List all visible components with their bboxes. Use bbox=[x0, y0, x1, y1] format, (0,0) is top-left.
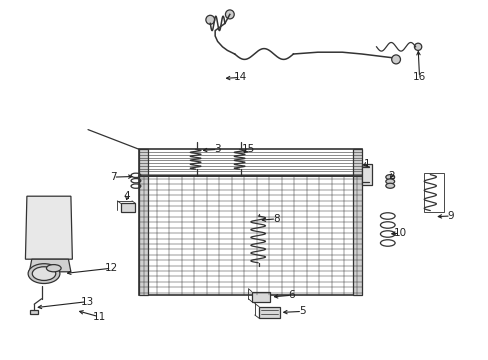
Bar bbox=[139, 176, 361, 295]
Text: 7: 7 bbox=[110, 172, 117, 182]
Bar bbox=[424, 173, 443, 212]
Bar bbox=[30, 310, 38, 314]
Text: 5: 5 bbox=[298, 306, 305, 316]
Text: 11: 11 bbox=[92, 312, 106, 322]
Text: 15: 15 bbox=[241, 144, 255, 154]
Bar bbox=[352, 176, 361, 295]
Ellipse shape bbox=[385, 183, 394, 188]
Text: 14: 14 bbox=[233, 72, 247, 82]
Text: 6: 6 bbox=[288, 290, 295, 300]
Text: 3: 3 bbox=[214, 144, 221, 154]
Text: 12: 12 bbox=[104, 263, 118, 273]
Ellipse shape bbox=[385, 179, 394, 184]
Text: 1: 1 bbox=[363, 159, 369, 169]
Ellipse shape bbox=[225, 10, 234, 19]
Bar bbox=[139, 149, 361, 176]
Text: 16: 16 bbox=[412, 72, 426, 82]
Ellipse shape bbox=[205, 15, 214, 24]
Ellipse shape bbox=[391, 55, 400, 64]
Ellipse shape bbox=[385, 175, 394, 180]
Bar bbox=[361, 164, 371, 185]
Text: 4: 4 bbox=[123, 191, 130, 201]
Text: 9: 9 bbox=[447, 211, 453, 221]
Text: 2: 2 bbox=[387, 171, 394, 181]
Bar bbox=[259, 307, 279, 318]
Ellipse shape bbox=[28, 264, 60, 284]
Text: 8: 8 bbox=[272, 214, 279, 224]
Ellipse shape bbox=[32, 267, 56, 280]
Ellipse shape bbox=[46, 265, 61, 272]
Text: 13: 13 bbox=[80, 297, 94, 307]
Polygon shape bbox=[25, 196, 72, 259]
Bar bbox=[121, 203, 135, 212]
Bar bbox=[139, 149, 148, 176]
Polygon shape bbox=[29, 259, 71, 272]
Text: 10: 10 bbox=[393, 228, 406, 238]
Ellipse shape bbox=[414, 43, 421, 50]
Bar bbox=[352, 149, 361, 176]
Bar bbox=[139, 176, 148, 295]
Bar bbox=[251, 292, 270, 302]
